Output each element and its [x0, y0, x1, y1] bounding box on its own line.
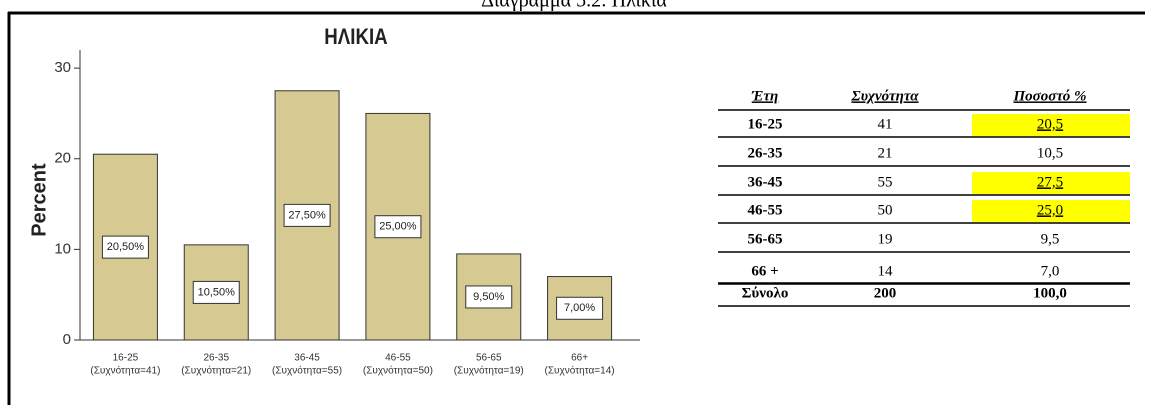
table-cell: 16-25 [748, 116, 783, 132]
table-cell: 66 + [751, 263, 778, 279]
table-cell: 9,5 [1041, 231, 1060, 247]
value-label: 7,00% [564, 302, 595, 314]
x-tick-label: 46-55 [385, 353, 411, 364]
table-header: Ποσοστό % [1012, 88, 1086, 104]
x-tick-sublabel: (Συχνότητα=55) [272, 365, 342, 377]
table-header: Έτη [751, 88, 779, 104]
table-cell: Σύνολο [742, 285, 789, 301]
x-tick-sublabel: (Συχνότητα=50) [363, 365, 433, 377]
table-cell: 50 [878, 202, 893, 218]
table-cell: 100,0 [1033, 285, 1067, 301]
table-cell: 25,0 [1037, 202, 1063, 218]
value-label: 10,50% [198, 286, 236, 298]
table-cell: 19 [878, 231, 893, 247]
x-tick-sublabel: (Συχνότητα=41) [90, 365, 160, 377]
value-label: 25,00% [379, 221, 417, 233]
value-label: 20,50% [107, 241, 145, 253]
x-tick-label: 36-45 [294, 353, 320, 364]
x-tick-label: 56-65 [476, 353, 502, 364]
x-tick-sublabel: (Συχνότητα=21) [181, 365, 251, 377]
value-label-box [192, 280, 240, 304]
y-tick-label: 20 [54, 150, 71, 167]
x-tick-sublabel: (Συχνότητα=14) [545, 365, 615, 377]
value-label-box [465, 285, 513, 309]
y-tick-label: 0 [63, 331, 71, 348]
table-header: Συχνότητα [850, 88, 919, 104]
x-tick-label: 66+ [571, 353, 588, 364]
value-label-box [101, 235, 149, 259]
value-label: 9,50% [473, 291, 504, 303]
value-label-box [283, 203, 331, 227]
table-cell: 46-55 [748, 202, 783, 218]
table-cell: 36-45 [748, 174, 783, 190]
table-cell: 10,5 [1037, 145, 1063, 161]
highlight [972, 114, 1130, 136]
table-cell: 55 [878, 174, 893, 190]
table-cell: 41 [878, 116, 893, 132]
y-tick-label: 10 [54, 240, 71, 257]
highlight [972, 172, 1130, 194]
value-label-box [556, 296, 604, 320]
table-cell: 14 [878, 263, 894, 279]
table-cell: 26-35 [748, 145, 783, 161]
x-tick-label: 26-35 [203, 353, 229, 364]
highlight [972, 200, 1130, 222]
value-label-box [374, 215, 422, 239]
x-tick-sublabel: (Συχνότητα=19) [454, 365, 524, 377]
x-tick-label: 16-25 [113, 353, 139, 364]
table-cell: 200 [874, 285, 897, 301]
table-cell: 56-65 [748, 231, 783, 247]
table-cell: 27,5 [1037, 174, 1063, 190]
y-axis-label: Percent [28, 163, 50, 237]
value-label: 27,50% [288, 209, 326, 221]
caption: Διάγραμμα 5.2: Ηλικία [481, 0, 667, 12]
table-cell: 7,0 [1041, 263, 1060, 279]
chart-title: ΗΛΙΚΙΑ [324, 25, 388, 49]
y-tick-label: 30 [54, 59, 71, 76]
table-cell: 20,5 [1037, 116, 1063, 132]
table-cell: 21 [878, 145, 893, 161]
